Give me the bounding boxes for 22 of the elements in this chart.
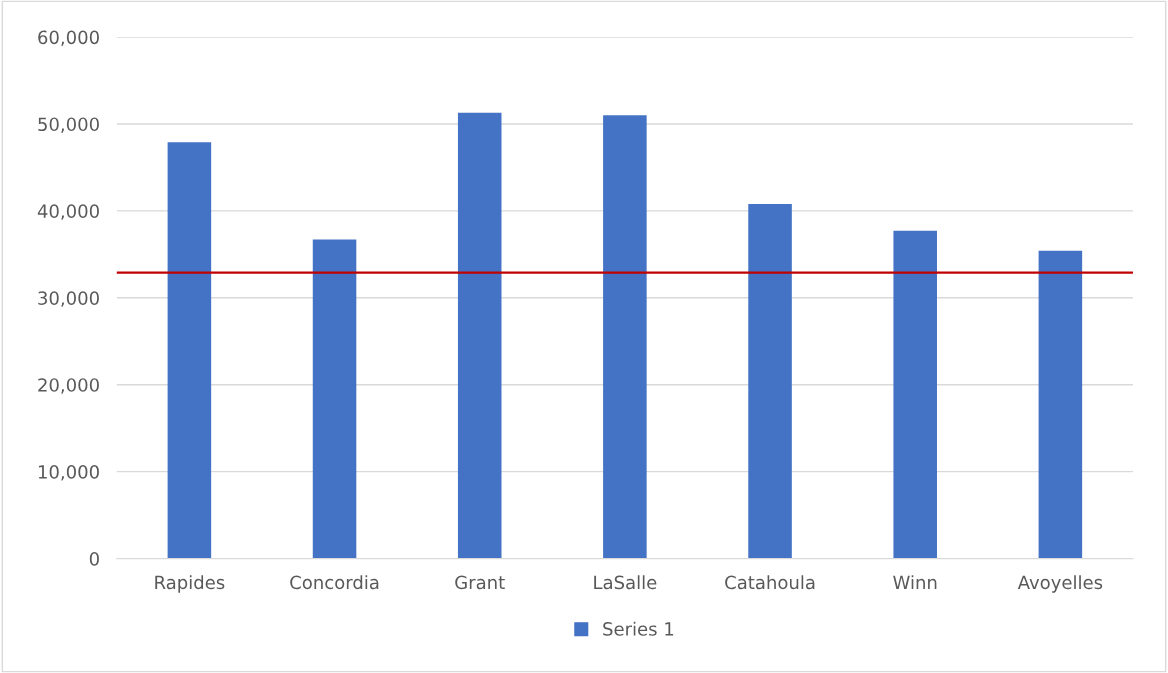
y-tick-label: 10,000 [38, 465, 99, 481]
legend-label: Series 1 [603, 621, 674, 636]
bar [893, 230, 937, 559]
bar [603, 115, 647, 559]
y-tick-label: 40,000 [37, 204, 99, 220]
bar [167, 142, 212, 559]
y-tick-label: 50,000 [38, 117, 99, 133]
x-tick-label: Concordia [290, 575, 379, 590]
x-tick-label: Catahoula [725, 575, 815, 590]
y-tick-label: 0 [89, 552, 99, 566]
bar [457, 112, 502, 559]
y-tick-label: 60,000 [38, 30, 99, 46]
bar [312, 239, 357, 559]
bar [748, 203, 792, 559]
y-tick-label: 30,000 [38, 291, 99, 307]
x-tick-label: Rapides [155, 575, 225, 593]
x-tick-label: LaSalle [594, 575, 657, 590]
x-tick-label: Grant [455, 575, 505, 590]
x-tick-label: Avoyelles [1017, 575, 1103, 593]
bar [1038, 250, 1083, 559]
x-tick-label: Winn [893, 575, 937, 589]
y-tick-label: 20,000 [38, 378, 99, 394]
